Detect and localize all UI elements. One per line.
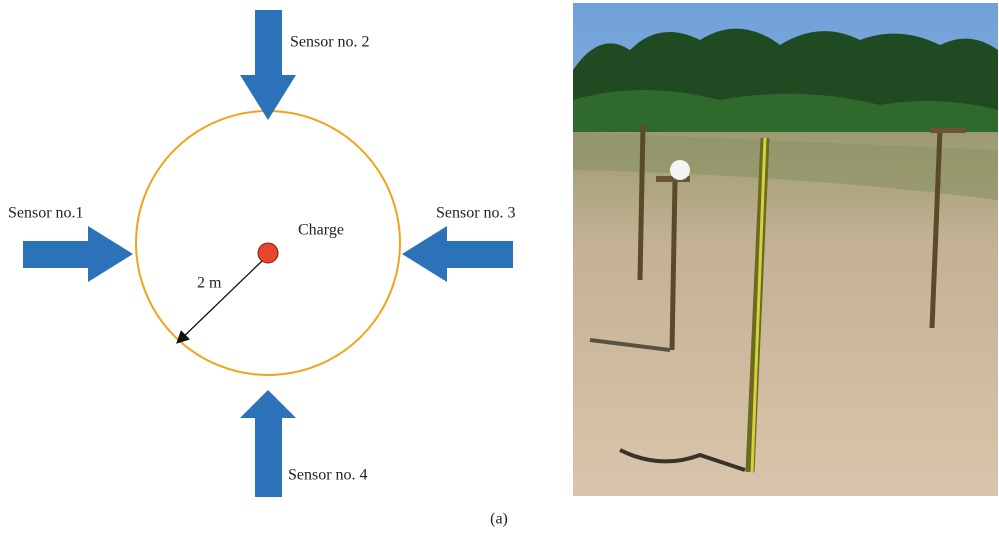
arrow-right <box>402 226 513 282</box>
radius-arrow <box>176 260 263 344</box>
sensor-label: Sensor no.1 <box>8 205 84 222</box>
charge-label: Charge <box>298 222 344 239</box>
sensor-arrows <box>23 10 513 497</box>
arrow-left <box>23 226 133 282</box>
photo <box>573 3 998 496</box>
caption: (a) <box>490 511 508 528</box>
charge-dot <box>257 242 279 264</box>
radius-label: 2 m <box>197 275 222 292</box>
sensor-label: Sensor no. 2 <box>290 34 370 51</box>
sensor-label: Sensor no. 4 <box>288 467 368 484</box>
sensor-label: Sensor no. 3 <box>436 205 516 222</box>
arrow-bottom <box>240 390 296 497</box>
arrow-top <box>240 10 296 120</box>
